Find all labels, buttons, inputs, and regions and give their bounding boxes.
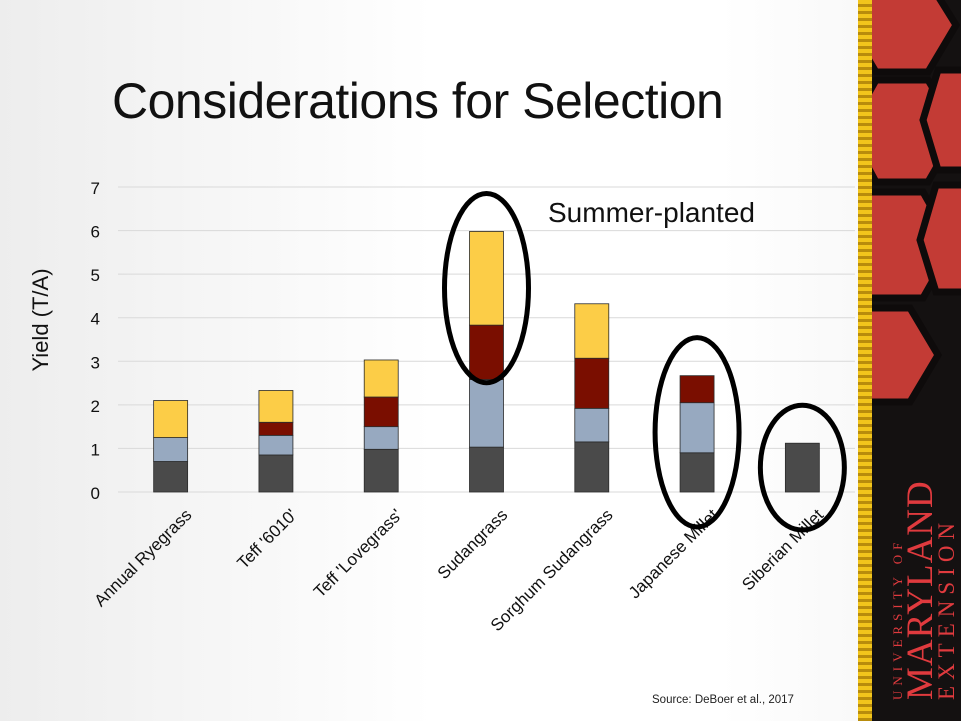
brand-line-extension: EXTENSION: [934, 516, 959, 700]
bar-segment: [679, 452, 715, 493]
bar-segment: [469, 231, 504, 326]
x-tick-label: Teff 'Lovegrass': [310, 505, 406, 601]
highlight-ellipse: [652, 335, 742, 530]
terrapin-shell-icon: [868, 0, 961, 406]
bar-segment: [574, 357, 610, 409]
bar-segment: [574, 303, 610, 359]
y-tick-labels: 0 1 2 3 4 5 6 7: [91, 179, 100, 503]
x-tick-label: Siberian Millet: [738, 505, 827, 594]
bar-segment: [363, 396, 399, 428]
bar-segment: [679, 375, 715, 404]
summer-planted-annotation: Summer-planted: [548, 197, 755, 228]
bar-segment: [153, 400, 189, 438]
bar-segment: [469, 324, 504, 380]
bar-segment: [153, 437, 189, 462]
x-tick-label: Teff '6010': [233, 505, 300, 572]
y-tick-label: 5: [91, 266, 100, 285]
slide-title: Considerations for Selection: [112, 73, 724, 129]
x-tick-label: Annual Ryegrass: [90, 505, 195, 610]
x-tick-labels: Annual Ryegrass Teff '6010' Teff 'Lovegras…: [90, 505, 827, 635]
highlight-ellipse: [757, 402, 847, 533]
highlight-ellipse: [442, 190, 531, 386]
brand-wordmark: UNIVERSITY OF MARYLAND EXTENSION: [890, 480, 959, 700]
x-tick-label: Sudangrass: [434, 505, 512, 583]
y-tick-label: 4: [91, 310, 100, 329]
bar-segment: [363, 448, 399, 493]
bar-segment: [258, 421, 294, 436]
y-tick-label: 0: [91, 484, 100, 503]
brand-line-maryland: MARYLAND: [900, 480, 941, 700]
bar-segment: [258, 390, 294, 423]
bar-segment: [258, 434, 294, 456]
bar-segment: [679, 402, 715, 454]
y-axis-label: Yield (T/A): [28, 268, 53, 371]
bar-segment: [363, 426, 399, 450]
gold-border: [858, 0, 872, 721]
bar-segment: [153, 461, 189, 493]
x-tick-label: Sorghum Sudangrass: [487, 505, 617, 635]
source-citation: Source: DeBoer et al., 2017: [652, 694, 794, 706]
bar-segment: [469, 446, 504, 493]
y-tick-label: 1: [91, 440, 100, 459]
y-tick-label: 3: [91, 353, 100, 372]
y-tick-label: 6: [91, 223, 100, 242]
y-tick-label: 7: [91, 179, 100, 198]
stacked-bars: [153, 231, 820, 493]
bar-segment: [574, 407, 610, 443]
bar-segment: [258, 454, 294, 493]
highlight-ellipses: [442, 190, 847, 533]
bar-segment: [574, 441, 610, 493]
brand-panel: [868, 0, 961, 721]
x-tick-label: Japanese Millet: [625, 505, 722, 602]
bar-segment: [469, 379, 504, 448]
y-tick-label: 2: [91, 397, 100, 416]
bar-segment: [784, 442, 820, 493]
bar-segment: [363, 359, 399, 398]
